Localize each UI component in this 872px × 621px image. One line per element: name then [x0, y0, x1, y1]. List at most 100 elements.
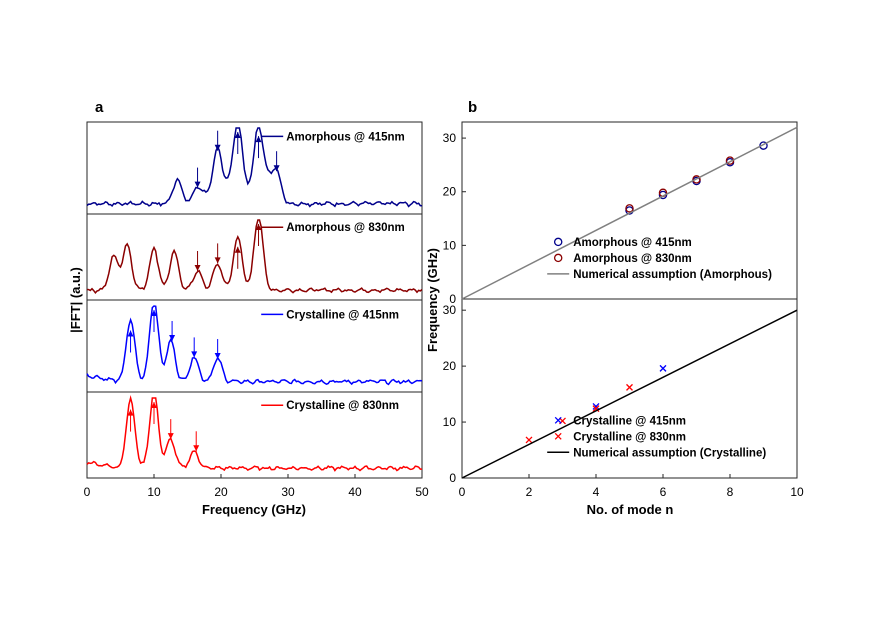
panel-a-letter: a [95, 99, 104, 116]
panel-a-arrow-1-2 [214, 130, 221, 151]
panel-b-subplot-2: 0 10 20 30 Crystalline @ 415nm Crystalline @ … [443, 303, 798, 485]
legend-marker [553, 253, 563, 263]
legend-label: Amorphous @ 415nm [573, 237, 692, 249]
panel-a-arrow-1-3 [234, 132, 241, 154]
panel-a-arrow-4-1 [127, 409, 134, 432]
panel-b-xtick-label: 10 [790, 485, 804, 499]
panel-a-arrow-3-2 [151, 310, 157, 332]
data-point [626, 383, 633, 391]
panel-b-legend-2-1: Crystalline @ 415nm [554, 415, 686, 427]
panel-a-arrow-3-5 [214, 339, 221, 360]
arrow-head [127, 409, 134, 416]
panel-a-arrow-3-1 [127, 330, 134, 353]
panel-b-xtick-label: 4 [593, 485, 600, 499]
panel-a-xtick-label: 30 [281, 485, 295, 499]
legend-marker [554, 416, 562, 424]
panel-b-series-1-3 [461, 126, 798, 300]
panel-a-arrow-1-4 [255, 136, 262, 159]
panel-b-xtick-label: 2 [526, 485, 533, 499]
panel-b-ytick-label: 10 [443, 415, 457, 429]
panel-a-arrow-4-3 [167, 419, 174, 440]
panel-a-arrow-1-5 [273, 151, 280, 172]
panel-a-xtick-label: 50 [415, 485, 429, 499]
fit-line [461, 126, 798, 300]
data-point [659, 364, 667, 372]
panel-a-trace-4 [86, 395, 422, 472]
arrow-head [151, 402, 157, 408]
panel-a-arrow-2-2 [214, 243, 221, 264]
arrow-head [194, 265, 201, 271]
arrow-head [191, 351, 198, 358]
panel-b-series-1-2 [625, 156, 735, 213]
data-point [592, 402, 600, 410]
panel-a-xlabel: Frequency (GHz) [202, 502, 306, 517]
x-stroke [592, 405, 600, 413]
fit-line [461, 309, 798, 479]
arrow-head [214, 353, 221, 360]
panel-b-ylabel: Frequency (GHz) [425, 248, 440, 352]
panel-b-legend-1-1: Amorphous @ 415nm [553, 237, 692, 249]
legend-label: Numerical assumption (Amorphous) [573, 269, 772, 281]
arrow-head [167, 433, 174, 440]
legend-label: Amorphous @ 830nm [286, 222, 405, 234]
panel-a-xtick-label: 10 [147, 485, 161, 499]
legend-label: Crystalline @ 830nm [286, 400, 399, 412]
legend-label: Crystalline @ 415nm [286, 309, 399, 321]
panel-a-arrow-3-4 [191, 337, 198, 358]
panel-a-legend-4: Crystalline @ 830nm [261, 400, 399, 412]
panel-b-legend-2-2: Crystalline @ 830nm [554, 431, 686, 443]
panel-b-letter: b [468, 99, 477, 116]
panel-b-bottom-frame [461, 298, 798, 479]
panel-b-ytick-label: 20 [443, 185, 457, 199]
panel-a-trace-frame-4 [86, 391, 423, 479]
legend-label: Amorphous @ 415nm [286, 131, 405, 143]
arrow-head [127, 330, 134, 337]
legend-marker [554, 432, 562, 440]
legend-label: Crystalline @ 415nm [573, 415, 686, 427]
arrow-head [234, 132, 241, 138]
panel-b-xtick-label: 8 [727, 485, 734, 499]
panel-a-xtick-label: 0 [84, 485, 91, 499]
arrow-head [193, 445, 200, 452]
panel-a-legend-3: Crystalline @ 415nm [261, 309, 399, 321]
panel-a-arrow-2-3 [234, 246, 241, 269]
data-point [625, 204, 634, 213]
arrow-head [214, 257, 221, 264]
arrow-head [151, 310, 157, 316]
data-point [525, 436, 533, 444]
legend-label: Numerical assumption (Crystalline) [573, 447, 766, 459]
panel-b-xlabel: No. of mode n [587, 502, 674, 517]
panel-b-legend-2-3: Numerical assumption (Crystalline) [547, 447, 766, 459]
panel-a-arrow-2-4 [255, 224, 262, 246]
panel-b-ytick-label: 30 [443, 131, 457, 145]
panel-a-arrow-3-3 [169, 321, 176, 341]
legend-label: Crystalline @ 830nm [573, 431, 686, 443]
arrow-head [169, 335, 176, 341]
panel-a-arrow-4-4 [193, 431, 200, 452]
x-stroke [525, 436, 533, 444]
panel-a-arrow-2-1 [194, 251, 201, 271]
panel-a-legend-1: Amorphous @ 415nm [261, 131, 405, 143]
x-stroke [659, 364, 667, 372]
panel-b-ytick-label: 10 [443, 238, 457, 252]
panel-a-xtick-label: 40 [348, 485, 362, 499]
arrow-head [273, 165, 280, 172]
panel-a: Amorphous @ 415nm Amorphous @ 830nm Crysta… [68, 121, 429, 517]
panel-a-trace-1 [86, 127, 423, 208]
arrow-head [255, 136, 262, 143]
arrow-head [194, 181, 201, 188]
panel-b-xtick-label: 6 [660, 485, 667, 499]
arrow-head [255, 224, 262, 230]
panel-a-arrow-4-2 [151, 402, 157, 424]
panel-b-subplot-1: 0 10 20 30 Amorphous @ 415nm Amorphous @ 830n… [443, 126, 798, 306]
panel-b-ytick-label: 0 [449, 471, 456, 485]
panel-b-series-2-1 [592, 364, 667, 410]
arrow-head [234, 246, 241, 253]
panel-b-ytick-label: 20 [443, 359, 457, 373]
panel-b-xtick-label: 0 [459, 485, 466, 499]
legend-label: Amorphous @ 830nm [573, 253, 692, 265]
panel-b-legend-1-2: Amorphous @ 830nm [553, 253, 692, 265]
legend-marker [553, 237, 563, 247]
